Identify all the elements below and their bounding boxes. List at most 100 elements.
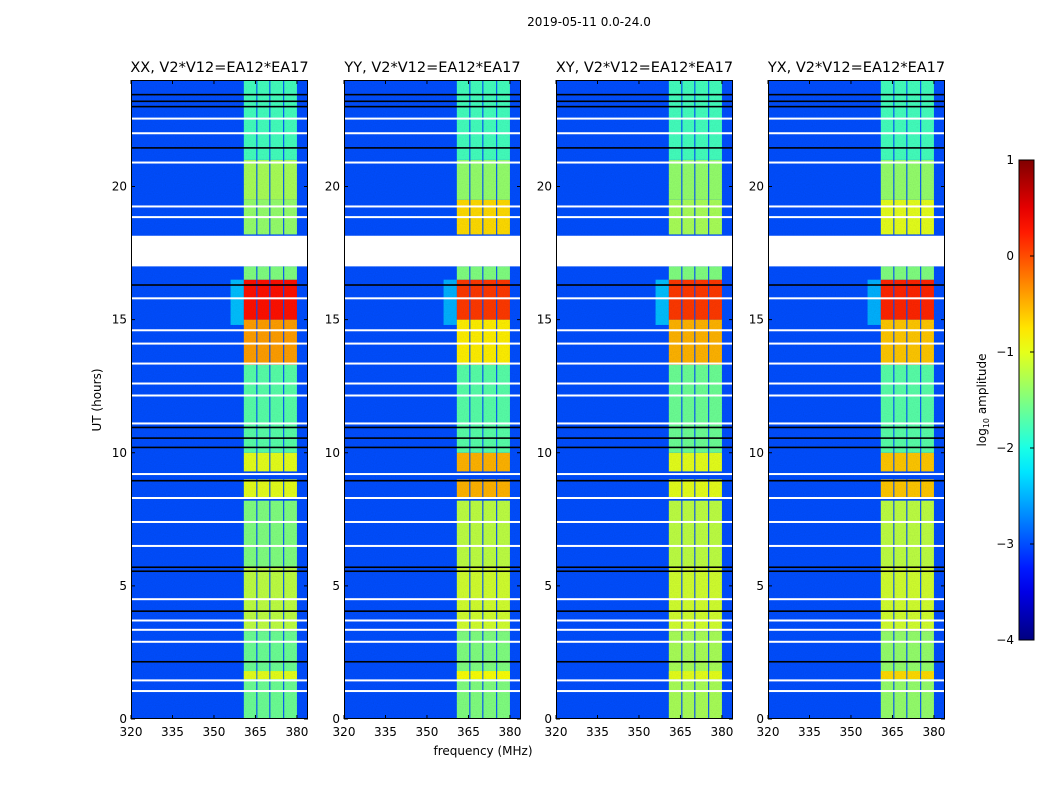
x-tick-label: 365	[457, 725, 480, 739]
x-tick-label: 380	[285, 725, 308, 739]
flagged-line	[344, 619, 521, 622]
dark-line	[344, 105, 521, 108]
flagged-line	[131, 679, 308, 682]
panel-title: XX, V2*V12=EA12*EA17	[130, 60, 308, 76]
colorbar-label-rest: amplitude	[975, 354, 989, 418]
colorbar-tick-label: −4	[996, 633, 1014, 647]
flagged-line	[556, 216, 733, 219]
flagged-line	[344, 497, 521, 500]
flagged-line	[556, 544, 733, 547]
dark-line	[556, 426, 733, 429]
dark-line	[768, 566, 945, 569]
flagged-line	[768, 544, 945, 547]
dark-line	[131, 566, 308, 569]
flagged-line	[556, 497, 733, 500]
colorbar-tick-label: −2	[996, 441, 1014, 455]
dark-line	[768, 284, 945, 286]
x-tick-label: 350	[840, 725, 863, 739]
y-tick-label: 10	[325, 446, 340, 460]
flagged-line	[768, 205, 945, 208]
x-axis-label: frequency (MHz)	[433, 744, 532, 758]
dark-line	[768, 479, 945, 482]
flagged-line	[768, 382, 945, 385]
flagged-line	[131, 640, 308, 643]
y-tick-label: 5	[756, 579, 764, 593]
y-tick-label: 15	[749, 313, 764, 327]
flagged-line	[344, 473, 521, 476]
dark-line	[556, 570, 733, 573]
flagged-line	[556, 690, 733, 693]
x-tick-label: 335	[161, 725, 184, 739]
noise-texture	[131, 80, 308, 719]
flagged-line	[131, 117, 308, 120]
colorbar-label-sub: 10	[982, 418, 991, 428]
flagged-interval	[344, 235, 521, 267]
dark-line	[768, 437, 945, 439]
plot-frame	[768, 80, 945, 719]
dark-line	[344, 426, 521, 429]
x-tick-label: 320	[545, 725, 568, 739]
flagged-line	[344, 394, 521, 397]
dark-line	[768, 100, 945, 103]
flagged-line	[131, 598, 308, 601]
y-tick-label: 0	[119, 712, 127, 726]
y-tick-label: 0	[756, 712, 764, 726]
flagged-line	[768, 117, 945, 120]
dark-line	[131, 479, 308, 482]
colorbar-label-log: log	[975, 428, 989, 446]
flagged-line	[768, 342, 945, 345]
dark-line	[556, 105, 733, 108]
x-tick-label: 320	[757, 725, 780, 739]
flagged-line	[344, 216, 521, 219]
dark-line	[768, 147, 945, 149]
x-tick-label: 380	[922, 725, 945, 739]
dark-line	[556, 93, 733, 96]
flagged-line	[131, 161, 308, 164]
flagged-line	[556, 342, 733, 345]
flagged-line	[131, 619, 308, 622]
dark-line	[344, 446, 521, 449]
flagged-line	[344, 628, 521, 631]
plot-frame	[556, 80, 733, 719]
colorbar-label: log10 amplitude	[975, 354, 991, 447]
dark-line	[131, 610, 308, 612]
flagged-line	[344, 329, 521, 332]
flagged-line	[131, 382, 308, 385]
flagged-line	[131, 422, 308, 425]
flagged-line	[344, 362, 521, 365]
flagged-line	[344, 422, 521, 425]
flagged-line	[556, 205, 733, 208]
noise-texture	[344, 80, 521, 719]
flagged-line	[131, 297, 308, 300]
flagged-line	[768, 329, 945, 332]
x-tick-label: 350	[203, 725, 226, 739]
colorbar-tick-label: −1	[996, 345, 1014, 359]
flagged-line	[556, 619, 733, 622]
y-tick-label: 10	[537, 446, 552, 460]
flagged-line	[556, 362, 733, 365]
dark-line	[768, 105, 945, 108]
dark-line	[556, 479, 733, 482]
dark-line	[344, 570, 521, 573]
flagged-line	[344, 342, 521, 345]
y-tick-label: 10	[112, 446, 127, 460]
x-tick-label: 365	[669, 725, 692, 739]
flagged-line	[768, 690, 945, 693]
dark-line	[556, 147, 733, 149]
flagged-line	[131, 342, 308, 345]
panel-title: XY, V2*V12=EA12*EA17	[556, 60, 733, 76]
flagged-line	[768, 497, 945, 500]
dark-line	[131, 660, 308, 663]
y-tick-label: 0	[544, 712, 552, 726]
flagged-line	[344, 297, 521, 300]
flagged-line	[131, 329, 308, 332]
y-tick-label: 20	[749, 180, 764, 194]
x-tick-label: 335	[374, 725, 397, 739]
dark-line	[344, 93, 521, 96]
flagged-line	[131, 205, 308, 208]
x-tick-label: 365	[244, 725, 267, 739]
dark-line	[344, 437, 521, 439]
dark-line	[768, 570, 945, 573]
